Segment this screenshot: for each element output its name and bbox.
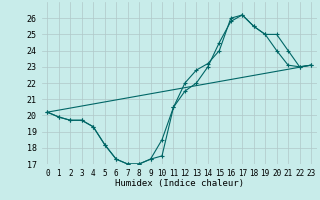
X-axis label: Humidex (Indice chaleur): Humidex (Indice chaleur) — [115, 179, 244, 188]
